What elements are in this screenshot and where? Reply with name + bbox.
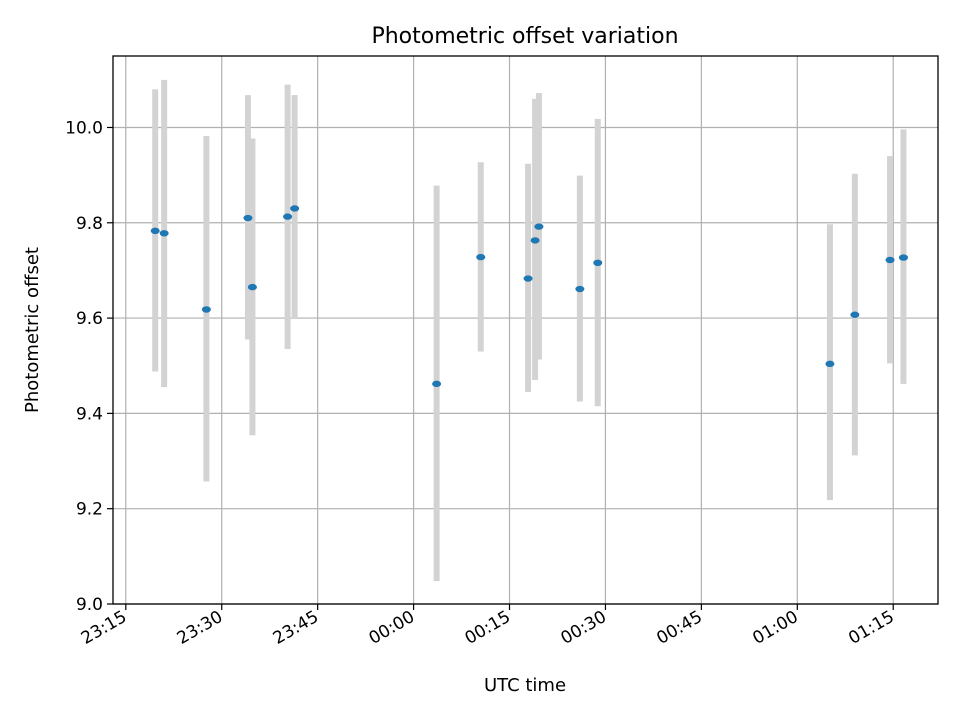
x-tick-label: 01:15: [845, 607, 897, 649]
plot-frame: [112, 55, 939, 605]
data-point: [243, 214, 253, 222]
data-point: [283, 213, 293, 220]
data-point: [885, 256, 895, 264]
y-tick-label: 10.0: [65, 118, 103, 138]
x-tick-label: 23:30: [174, 607, 226, 649]
data-point: [898, 254, 908, 261]
x-tick-label: 01:00: [749, 607, 801, 649]
data-point: [201, 306, 211, 313]
data-point: [825, 360, 835, 368]
x-tick-label: 00:30: [558, 607, 610, 649]
data-point: [530, 237, 540, 244]
y-axis-label: Photometric offset: [22, 247, 43, 413]
data-point: [432, 380, 442, 388]
data-point: [850, 311, 860, 318]
x-tick-label: 00:15: [462, 607, 514, 649]
data-points: [150, 205, 908, 388]
y-tick-label: 9.4: [76, 404, 103, 424]
data-point: [476, 253, 486, 261]
x-tick-label: 00:00: [366, 607, 418, 649]
y-tick-label: 9.0: [76, 595, 103, 615]
data-point: [150, 227, 160, 235]
x-axis-label: UTC time: [484, 675, 566, 696]
data-point: [247, 283, 257, 291]
data-point: [290, 205, 300, 212]
data-point: [534, 223, 544, 230]
y-tick-label: 9.2: [76, 500, 103, 520]
data-point: [159, 230, 169, 237]
y-tick-label: 9.8: [76, 214, 103, 234]
data-point: [575, 285, 585, 293]
data-point: [593, 259, 603, 267]
data-point: [523, 275, 533, 282]
y-tick-label: 9.6: [76, 309, 103, 329]
x-tick-label: 23:45: [270, 607, 322, 649]
error-bars: [152, 79, 907, 582]
x-tick-label: 00:45: [653, 607, 705, 649]
chart-title: Photometric offset variation: [371, 24, 678, 49]
